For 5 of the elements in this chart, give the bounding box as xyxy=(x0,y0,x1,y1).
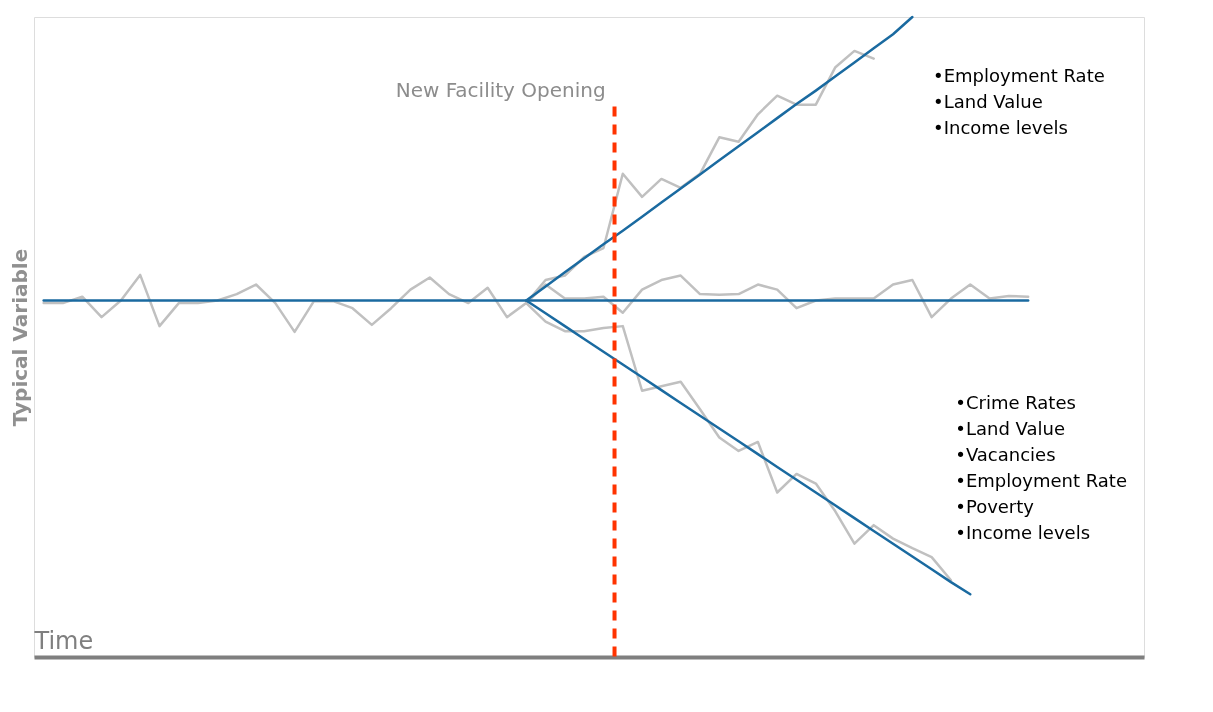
x-axis-title: Time xyxy=(33,626,94,655)
annotation: •Employment Rate •Land Value •Income levels xyxy=(933,65,1105,139)
annotation: •Crime Rates •Land Value •Vacancies •Employment Rate •Poverty •Income levels xyxy=(955,391,1127,543)
y-axis-title: Typical Variable xyxy=(7,248,32,427)
annotation: New Facility Opening xyxy=(395,78,606,102)
